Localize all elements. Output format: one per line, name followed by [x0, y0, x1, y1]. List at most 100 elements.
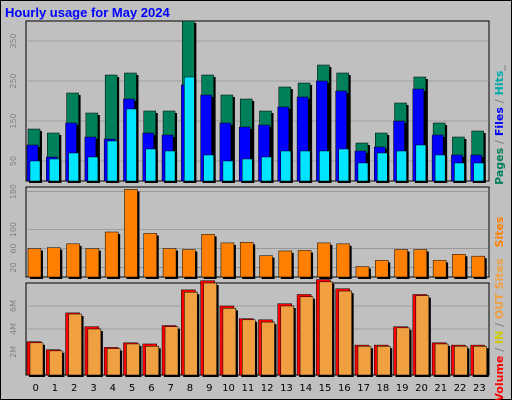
- hits-bar: [396, 150, 407, 182]
- sites-bar: [47, 247, 61, 278]
- sites-bar: [239, 242, 254, 278]
- sites-bar: [220, 242, 235, 278]
- side-label-part: Pages: [493, 147, 506, 185]
- sites-bar: [297, 250, 312, 278]
- hits-bar: [241, 158, 253, 182]
- volume-out-bar: [29, 342, 44, 376]
- hour-tick-label: 17: [357, 383, 370, 394]
- panel-3-ytick-label: 2M: [9, 346, 18, 358]
- hits-bar: [319, 150, 330, 182]
- sites-bar: [355, 266, 370, 278]
- panel-2-ytick-label: 100: [9, 222, 18, 237]
- panel-2-frame: [25, 186, 490, 278]
- hits-bar: [203, 154, 214, 182]
- volume-out-bar: [396, 327, 410, 376]
- hour-tick-label: 2: [71, 383, 77, 394]
- sites-bar: [317, 242, 331, 278]
- panel-3-ytick-label: 4M: [9, 323, 18, 335]
- hour-tick-label: 23: [473, 383, 486, 394]
- hour-tick-label: 14: [299, 383, 312, 394]
- volume-out-bar: [164, 326, 179, 376]
- hour-tick-label: 11: [241, 383, 254, 394]
- sites-bar: [182, 249, 196, 278]
- hits-bar: [473, 162, 484, 182]
- hits-bar: [261, 156, 272, 182]
- volume-out-bar: [261, 321, 275, 376]
- sites-bar: [162, 248, 177, 278]
- hour-tick-label: 19: [396, 383, 409, 394]
- hits-bar: [377, 152, 388, 182]
- side-label-part: /: [493, 344, 506, 356]
- panel-2-side-label: Sites: [493, 216, 506, 247]
- volume-out-bar: [87, 328, 102, 376]
- sites-bar: [278, 250, 293, 278]
- panel-1-side-label: Pages / Files / Hits_: [493, 65, 506, 185]
- hits-bar: [299, 150, 311, 182]
- hour-tick-label: 1: [52, 383, 58, 394]
- hits-bar: [68, 152, 79, 182]
- hour-tick-label: 6: [148, 383, 154, 394]
- volume-out-bar: [473, 346, 487, 376]
- side-label-part: /: [493, 319, 506, 331]
- sites-bar: [394, 249, 408, 278]
- volume-out-bar: [338, 290, 352, 376]
- side-label-part: /: [493, 136, 506, 148]
- panel-1-frame: [25, 20, 490, 182]
- hour-tick-label: 4: [110, 383, 116, 394]
- hits-bar: [145, 148, 156, 182]
- volume-out-bar: [68, 313, 82, 376]
- volume-out-bar: [184, 291, 198, 376]
- hour-tick-label: 7: [168, 383, 174, 394]
- panel-1-ytick-label: 250: [9, 73, 18, 88]
- hour-tick-label: 18: [377, 383, 390, 394]
- hour-tick-label: 0: [32, 383, 38, 394]
- side-label-part: Sites: [493, 258, 506, 289]
- sites-bar: [124, 189, 138, 278]
- hits-bar: [184, 76, 195, 182]
- panel-1-ytick-label: 150: [9, 113, 18, 128]
- sites-bar: [259, 255, 273, 278]
- sites-bar: [471, 255, 485, 278]
- panel-1-ytick-label: 350: [9, 33, 18, 48]
- volume-out-bar: [357, 346, 372, 376]
- hits-bar: [434, 154, 446, 182]
- hour-tick-label: 3: [90, 383, 96, 394]
- volume-out-bar: [203, 282, 217, 376]
- panel-2-ytick-label: 20: [9, 262, 18, 272]
- side-label-part: Volume: [493, 356, 506, 400]
- hits-bar: [454, 162, 465, 182]
- sites-bar: [85, 248, 100, 278]
- sites-bar: [336, 243, 350, 278]
- volume-out-bar: [434, 343, 449, 376]
- sites-bar: [432, 260, 447, 278]
- hits-bar: [338, 148, 349, 182]
- sites-bar: [375, 260, 389, 278]
- panel-1-ytick-label: 50: [9, 156, 18, 166]
- side-label-part: _: [493, 65, 506, 71]
- hits-bar: [29, 160, 41, 182]
- panel-3-ytick-label: 6M: [9, 300, 18, 312]
- side-label-part: Hits: [493, 70, 506, 95]
- volume-out-bar: [222, 308, 237, 376]
- hits-bar: [222, 160, 234, 182]
- side-label-part: /: [493, 95, 506, 107]
- volume-out-bar: [454, 346, 468, 376]
- hits-bar: [49, 158, 60, 182]
- hour-tick-label: 10: [222, 383, 235, 394]
- hits-bar: [280, 150, 292, 182]
- volume-out-bar: [415, 295, 430, 376]
- sites-bar: [143, 233, 157, 278]
- hour-tick-label: 15: [319, 383, 332, 394]
- hour-tick-label: 8: [187, 383, 193, 394]
- volume-out-bar: [319, 281, 333, 376]
- hour-tick-label: 21: [434, 383, 447, 394]
- panel-2-ytick-label: 60: [9, 243, 18, 253]
- hour-tick-label: 9: [206, 383, 212, 394]
- sites-bar: [66, 243, 80, 278]
- sites-bar: [27, 248, 42, 278]
- hour-tick-label: 13: [280, 383, 293, 394]
- volume-out-bar: [49, 350, 63, 376]
- panel-3-side-label: Volume / IN / OUT Sites: [493, 258, 506, 400]
- volume-out-bar: [241, 319, 256, 376]
- sites-bar: [201, 234, 215, 278]
